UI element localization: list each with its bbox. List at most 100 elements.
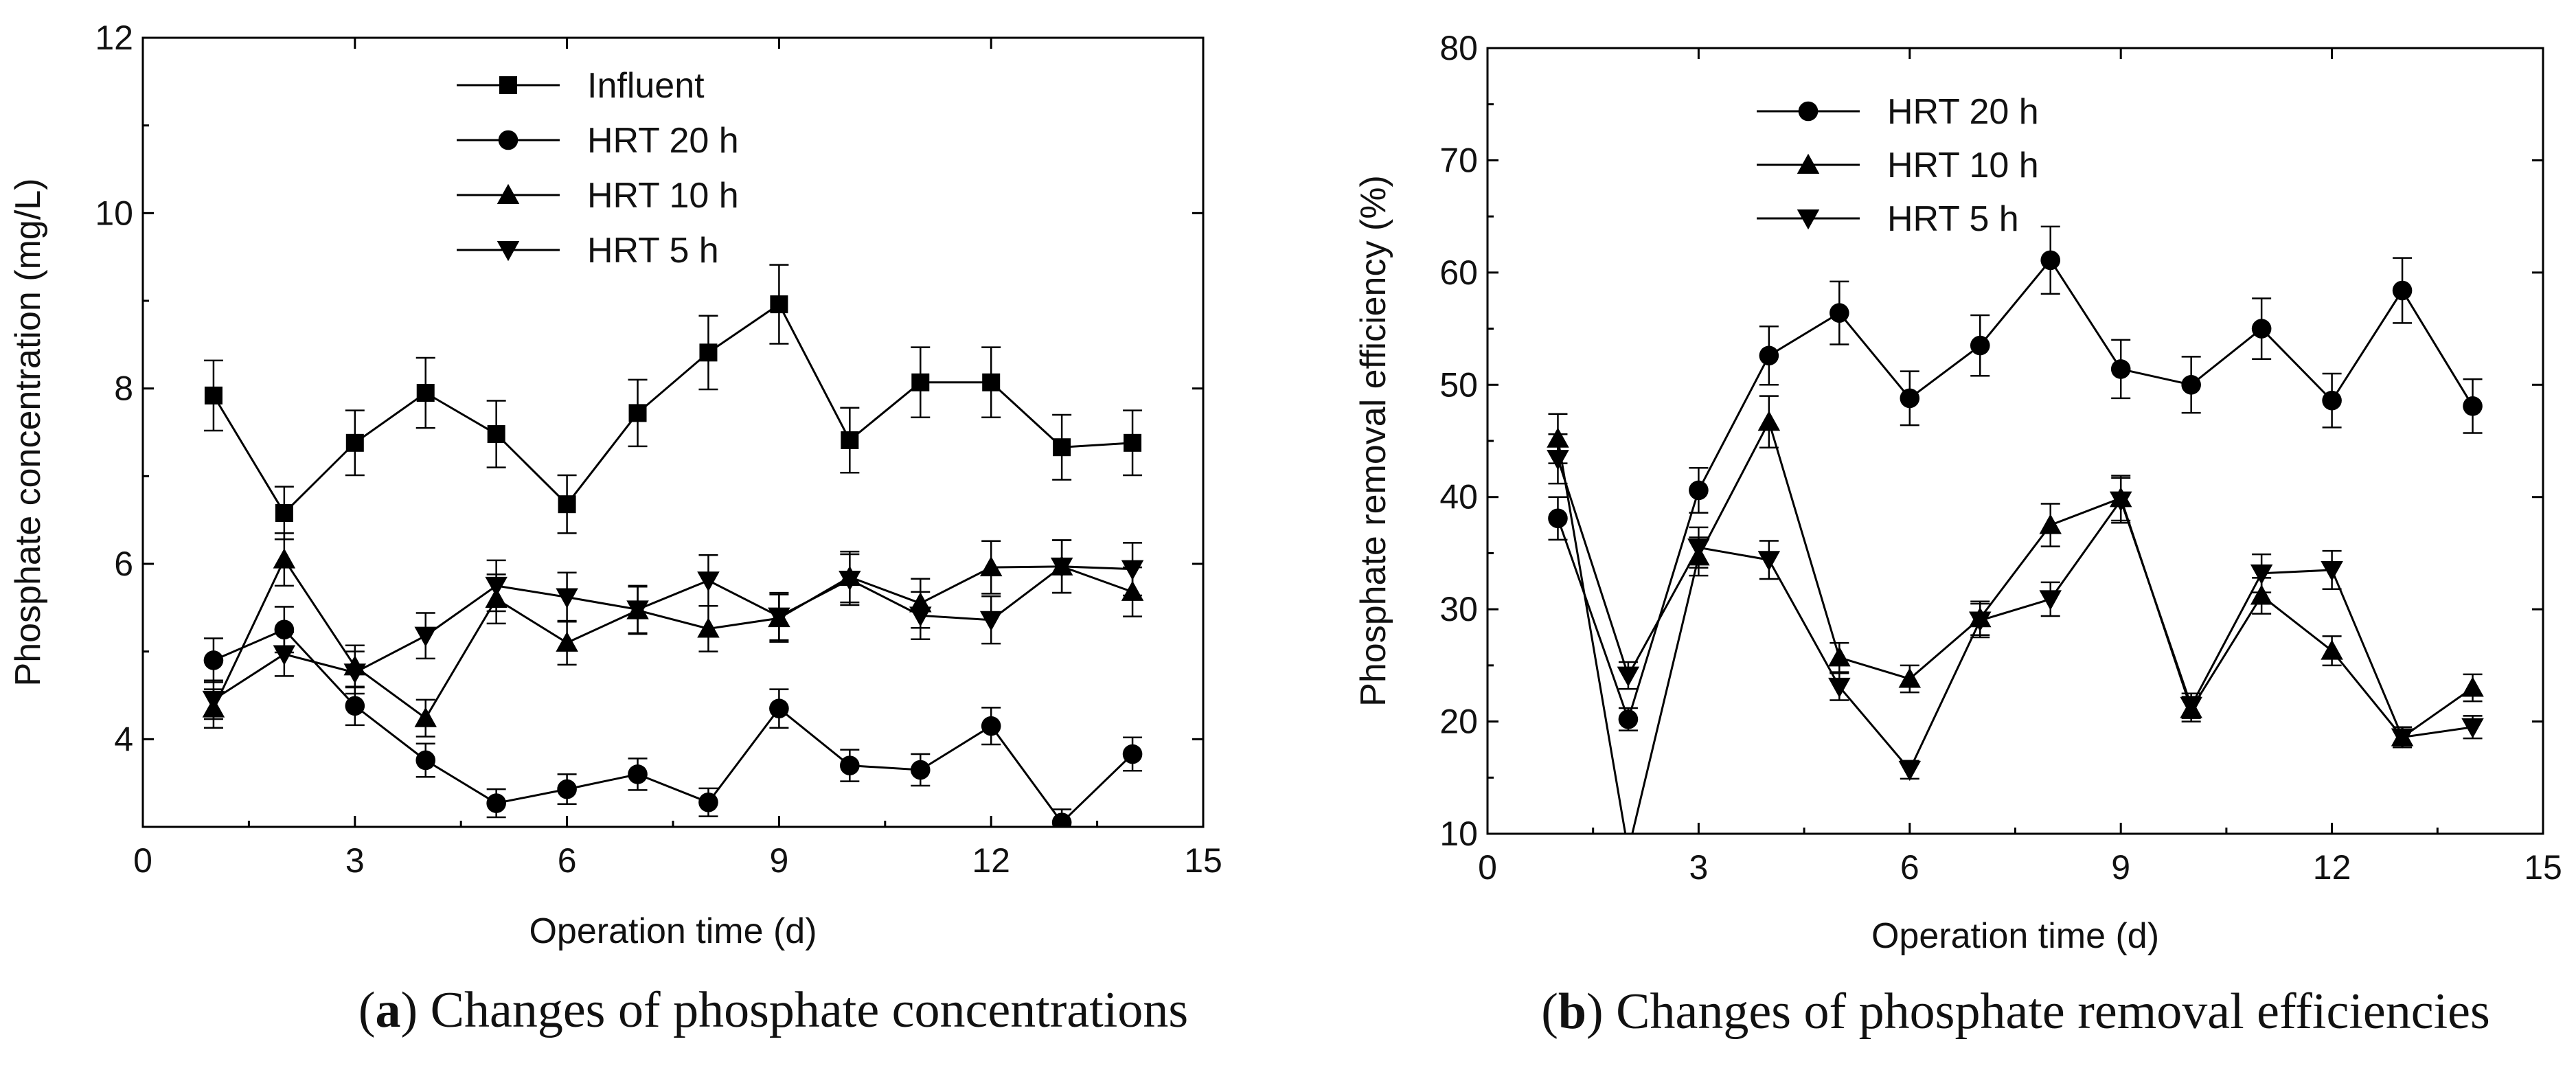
chart-a-series-hrt-5-h-point <box>909 606 932 627</box>
chart-b-series-hrt-20-h-point <box>2322 390 2342 411</box>
chart-a-series-hrt-5-h-point <box>839 570 861 591</box>
chart-b-caption-close: ) <box>1586 983 1604 1040</box>
chart-b-y-tick-label: 10 <box>1439 815 1478 853</box>
chart-a-caption-open: ( <box>358 982 376 1038</box>
chart-a-series-hrt-10-h-point <box>273 548 296 569</box>
chart-a-y-tick-label: 12 <box>95 19 133 57</box>
chart-a-series-hrt-20-h-point <box>628 764 648 784</box>
chart-b-series-hrt-10-h-line <box>1556 419 2474 834</box>
chart-a-x-tick-label: 12 <box>972 841 1010 880</box>
chart-a-series-influent-point <box>841 431 859 449</box>
chart-a-legend-item-label: HRT 20 h <box>587 121 739 161</box>
chart-b-caption-open: ( <box>1541 983 1558 1040</box>
chart-b-y-tick-label: 30 <box>1439 590 1478 628</box>
chart-a-series-hrt-5-h-point <box>485 576 508 597</box>
chart-a-data <box>202 264 1144 827</box>
chart-a-series-hrt-20-h-point <box>486 793 506 813</box>
chart-a-series-influent-point <box>982 373 1001 391</box>
chart-b-y-tick-label: 60 <box>1439 253 1478 292</box>
chart-a-x-axis-label: Operation time (d) <box>529 911 817 951</box>
chart-a-series-influent-line <box>212 302 1133 515</box>
chart-a-series-influent-point <box>275 503 293 522</box>
chart-a-series-hrt-20-h-point <box>557 779 577 799</box>
chart-a-series-hrt-5-h-point <box>1050 557 1073 578</box>
chart-a-legend-item-marker <box>497 241 520 262</box>
chart-b-series-hrt-20-h-point <box>1970 335 1990 356</box>
chart-b-series-hrt-20-h-point <box>1900 388 1920 409</box>
chart-b: 0 3 6 9 12 15 10 20 30 40 50 60 70 80 Operation time (… <box>1354 29 2562 1040</box>
chart-a-series-hrt-10-h-point <box>979 556 1003 577</box>
chart-b-series-hrt-10-h-point <box>1828 646 1851 667</box>
chart-a-y-tick-label: 6 <box>114 545 133 583</box>
chart-b-series-hrt-20-h-point <box>1759 345 1779 366</box>
chart-b-y-tick-label: 50 <box>1439 365 1478 404</box>
chart-b-series-hrt-20-h-point <box>2110 359 2131 379</box>
chart-b-series-hrt-5-h-point <box>2039 590 2062 611</box>
chart-a-series-hrt-20-h-point <box>1051 812 1072 827</box>
chart-b-x-tick-label: 0 <box>1478 848 1497 887</box>
chart-b-y-axis-label: Phosphate removal efficiency (%) <box>1354 175 1393 707</box>
chart-b-x-axis-label: Operation time (d) <box>1871 916 2159 956</box>
chart-a-series-influent-point <box>911 373 930 391</box>
chart-a-series-influent-point <box>416 384 435 402</box>
chart-b-series-hrt-5-h-point <box>2321 560 2343 582</box>
chart-a-series-hrt-5-h-point <box>343 663 367 684</box>
chart-a-legend-item-label: Influent <box>587 66 705 106</box>
chart-b-series-hrt-20-h-point <box>2251 319 2272 339</box>
chart-a-series-influent-point <box>345 433 364 452</box>
chart-b-legend-item-marker <box>1797 209 1820 230</box>
chart-b-caption-letter: b <box>1558 983 1586 1040</box>
chart-b-series-hrt-5-h-point <box>1757 551 1781 571</box>
chart-a-y-axis-label: Phosphate concentration (mg/L) <box>8 179 48 687</box>
chart-a-series-influent-point <box>1053 438 1071 457</box>
chart-a-series-hrt-10-h-line <box>212 557 1133 720</box>
chart-a-series-hrt-5-h-point <box>556 588 578 608</box>
chart-a-legend: Influent HRT 20 h HRT 10 h HRT 5 h <box>457 66 739 271</box>
chart-a-x-tick-label: 6 <box>558 841 577 880</box>
chart-a-series-influent-point <box>770 295 788 314</box>
chart-b-legend-item-marker <box>1798 101 1819 122</box>
chart-a-x-tick-label: 9 <box>769 841 788 880</box>
chart-b-x-tick-label: 3 <box>1689 848 1708 887</box>
chart-b-caption-text: Changes of phosphate removal efficiencie… <box>1604 983 2490 1040</box>
chart-b-series-hrt-5-h-point <box>1898 760 1922 782</box>
chart-a-legend-item-marker <box>499 76 517 94</box>
chart-b-series-hrt-10-h-point <box>2039 514 2062 534</box>
chart-b-series-hrt-5-h-point <box>1969 611 1992 632</box>
chart-a-series-hrt-10-h-point <box>697 617 720 638</box>
chart-a-y-tick-label: 4 <box>114 720 133 758</box>
chart-b-series-hrt-10-h-point <box>2461 676 2484 697</box>
chart-b-series-hrt-20-h-point <box>1830 303 1849 323</box>
chart-b-caption: (b) Changes of phosphate removal efficie… <box>1541 983 2490 1040</box>
chart-a-series-hrt-20-h-point <box>910 760 931 780</box>
chart-b-y-tick-label: 70 <box>1439 141 1478 179</box>
chart-b-legend-item-marker <box>1797 153 1820 174</box>
chart-b-series-hrt-20-h-point <box>1689 480 1709 501</box>
chart-b-series-hrt-5-h-point <box>1617 666 1640 687</box>
chart-a-series-hrt-20-h-point <box>1122 744 1143 764</box>
chart-a-series-influent-point <box>487 425 505 444</box>
chart-a-series-hrt-5-h-point <box>697 571 720 592</box>
chart-a-series-hrt-5-h-point <box>202 690 225 712</box>
chart-b-legend-item-label: HRT 5 h <box>1887 199 2019 239</box>
chart-b-series-hrt-20-h-point <box>1548 508 1568 529</box>
chart-a-series-hrt-20-h-point <box>415 750 436 771</box>
chart-b-legend-item-label: HRT 10 h <box>1887 146 2039 185</box>
chart-b-x-tick-label: 15 <box>2524 848 2562 887</box>
chart-a-series-influent-point <box>1124 433 1142 452</box>
chart-a: 0 3 6 9 12 15 4 6 8 10 12 Operation time (d) Phospha… <box>8 19 1222 1038</box>
chart-b-series-hrt-10-h-point <box>2321 639 2343 660</box>
chart-b-y-tick-label: 20 <box>1439 703 1478 741</box>
chart-a-legend-item-marker <box>498 130 518 150</box>
chart-b-series-hrt-5-h-point <box>2391 728 2414 749</box>
chart-b-legend: HRT 20 h HRT 10 h HRT 5 h <box>1757 92 2039 239</box>
chart-b-series-hrt-10-h-point <box>1617 839 1640 859</box>
chart-a-series-hrt-20-h-point <box>840 755 860 775</box>
chart-b-series-hrt-10-h-point <box>1898 668 1922 688</box>
chart-a-x-tick-label: 3 <box>345 841 365 880</box>
chart-b-series-hrt-5-h-point <box>1828 677 1851 698</box>
chart-b-series-hrt-5-h-point <box>2180 696 2202 717</box>
chart-a-series-hrt-20-h-point <box>345 696 365 716</box>
chart-a-legend-item-label: HRT 5 h <box>587 231 719 271</box>
